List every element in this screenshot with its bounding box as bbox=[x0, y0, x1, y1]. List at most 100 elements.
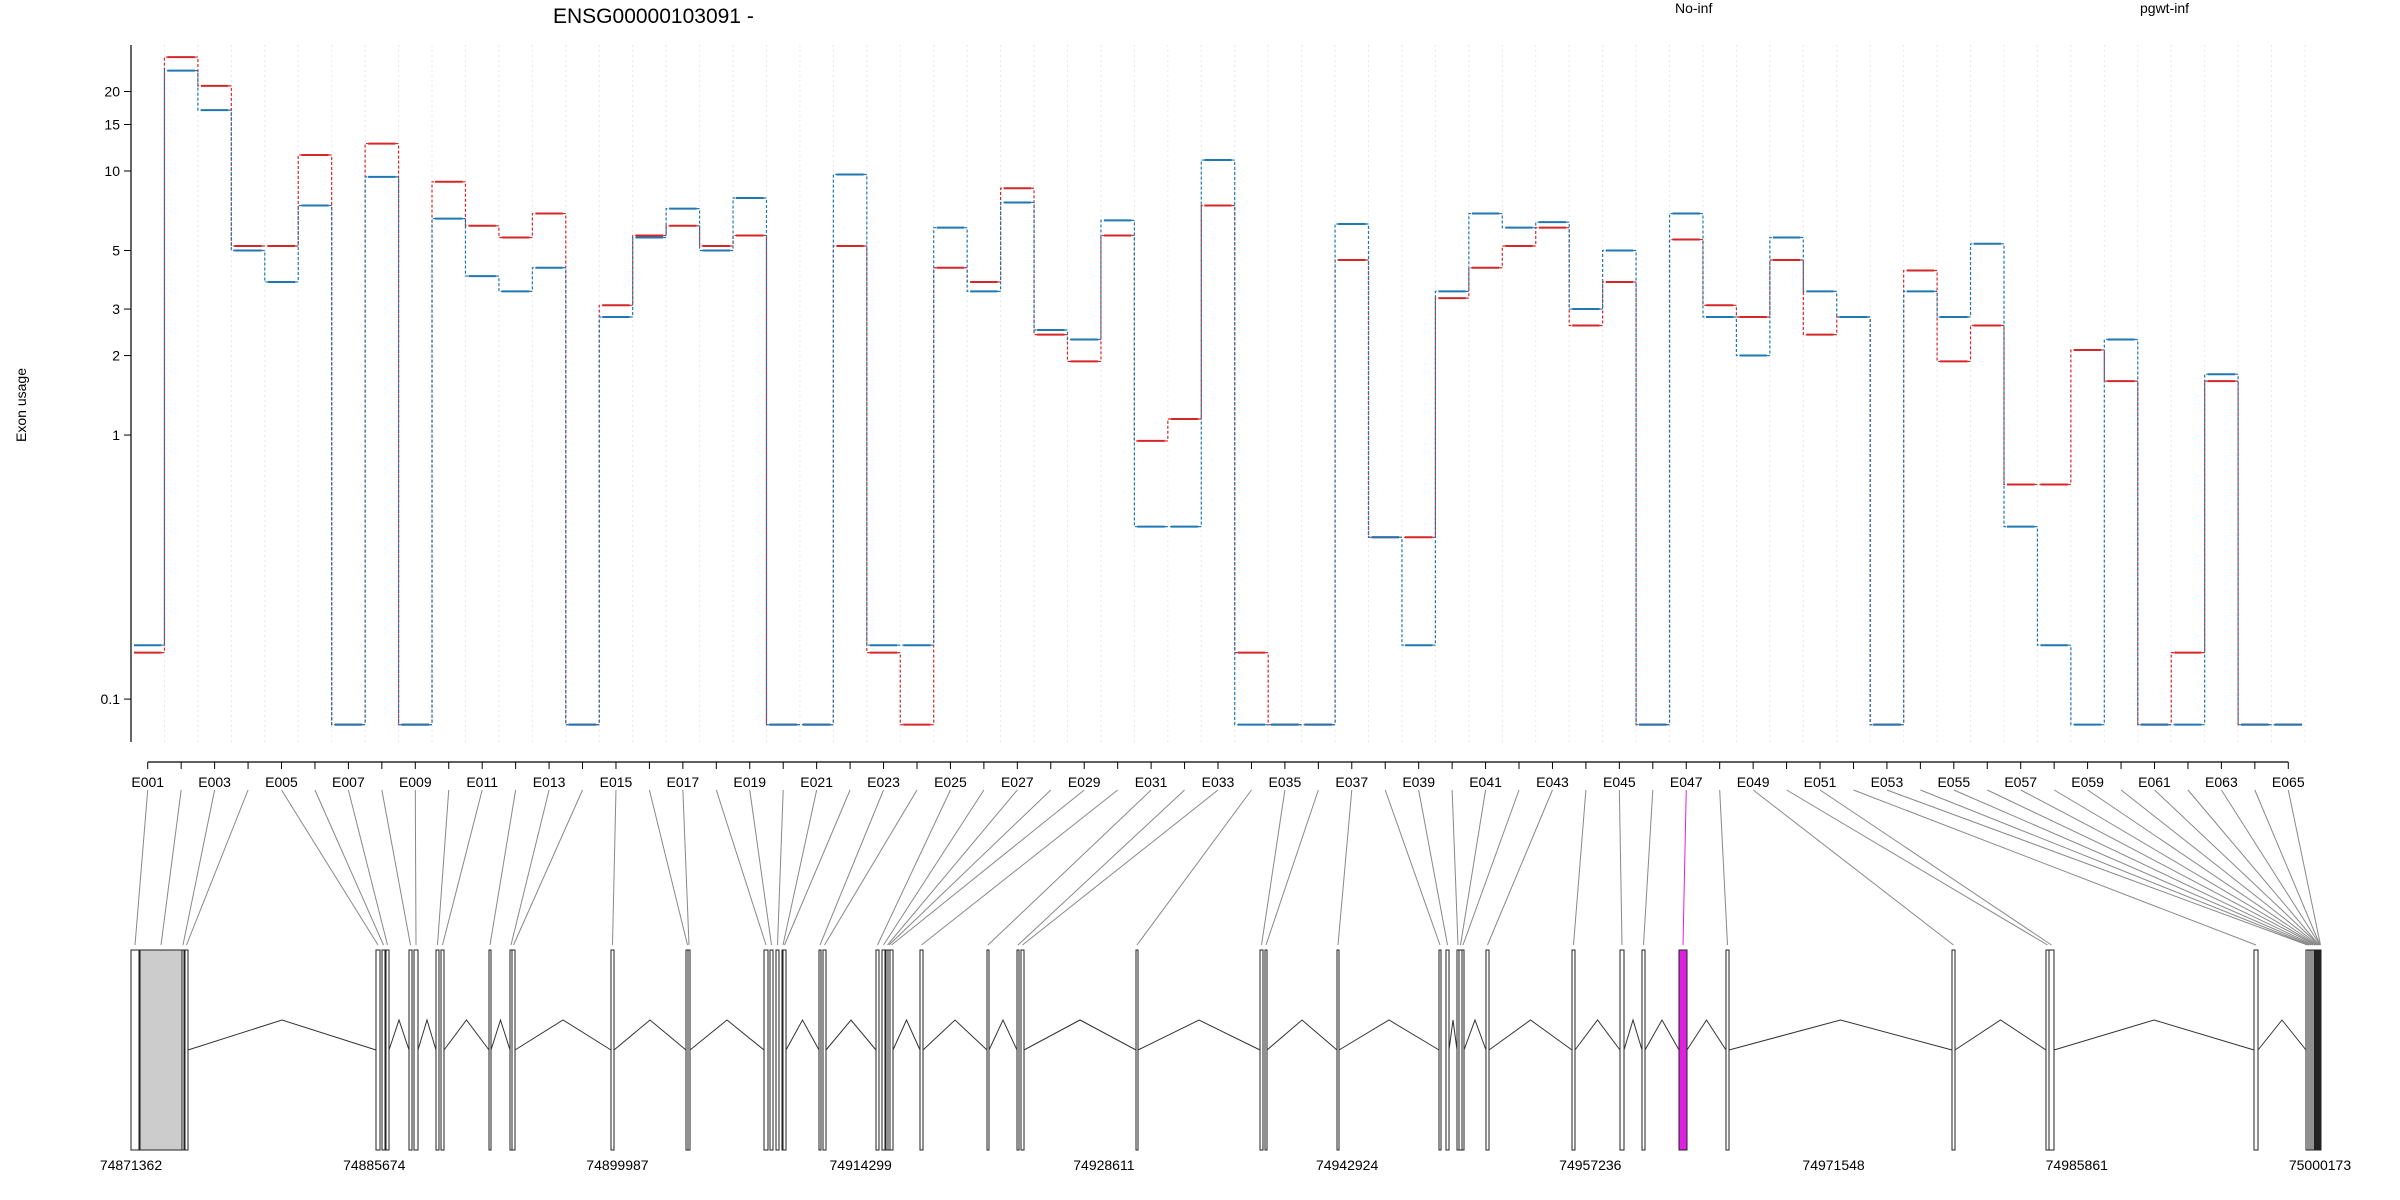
y-axis-label: Exon usage bbox=[13, 368, 29, 442]
exon-connector bbox=[442, 789, 483, 946]
exon-block bbox=[822, 949, 827, 1151]
step-connector bbox=[1967, 324, 1974, 363]
step-connector bbox=[2067, 349, 2074, 486]
intron-line bbox=[187, 1019, 377, 1051]
x-tick-label: E037 bbox=[1335, 774, 1368, 790]
exon-connector bbox=[381, 789, 411, 946]
exon-block bbox=[1445, 949, 1450, 1151]
step-connector bbox=[328, 204, 335, 726]
intron-line bbox=[1463, 1018, 1487, 1051]
x-tick-label: E025 bbox=[934, 774, 967, 790]
exon-grid bbox=[130, 45, 2306, 742]
exon-connector bbox=[784, 789, 851, 946]
exon-block bbox=[413, 949, 419, 1151]
exon-connector bbox=[1643, 789, 1654, 946]
intron-line bbox=[388, 1018, 410, 1051]
exon-block bbox=[488, 949, 492, 1151]
exon-connector bbox=[883, 789, 985, 946]
exon-connector bbox=[682, 789, 690, 946]
x-tick-label: E053 bbox=[1871, 774, 1904, 790]
x-tick-label: E051 bbox=[1804, 774, 1837, 790]
step-connector bbox=[194, 56, 201, 87]
axes: 0.1 1 2 3 5 10 15 20 bbox=[101, 45, 132, 742]
step-connector bbox=[1532, 221, 1539, 229]
exon-block bbox=[1619, 949, 1625, 1151]
x-tick-label: E045 bbox=[1603, 774, 1636, 790]
step-connector bbox=[2235, 380, 2242, 726]
step-connector bbox=[1833, 290, 1840, 318]
step-connector bbox=[1633, 281, 1640, 726]
step-connector bbox=[1934, 269, 1941, 363]
intron-line bbox=[1488, 1019, 1573, 1051]
x-tick-label: E029 bbox=[1068, 774, 1101, 790]
y-tick-label: 20 bbox=[104, 83, 120, 99]
step-connector bbox=[1633, 249, 1640, 726]
step-connector bbox=[1131, 219, 1138, 528]
exon-connector bbox=[2287, 789, 2321, 946]
step-connector bbox=[663, 225, 670, 237]
step-connector bbox=[295, 154, 302, 247]
step-connector bbox=[1332, 223, 1339, 726]
series-pgwt-inf bbox=[134, 69, 2302, 726]
exon-block bbox=[1264, 949, 1268, 1151]
exon-connector bbox=[160, 789, 182, 946]
exon-connector bbox=[1573, 789, 1587, 946]
x-tick-label: E049 bbox=[1737, 774, 1770, 790]
exon-block bbox=[782, 949, 787, 1151]
exon-connector bbox=[1886, 789, 2308, 946]
step-connector bbox=[462, 181, 469, 227]
x-tick-label: E023 bbox=[867, 774, 900, 790]
exon-block bbox=[775, 949, 780, 1151]
step-connector bbox=[1833, 316, 1840, 336]
exon-block bbox=[2319, 949, 2322, 1151]
exon-connector bbox=[1682, 789, 1687, 946]
exon-connector bbox=[887, 789, 1018, 946]
intron-line bbox=[785, 1018, 820, 1051]
exon-connector bbox=[987, 789, 1152, 946]
x-tick-label: E005 bbox=[265, 774, 298, 790]
y-tick-label: 10 bbox=[104, 163, 120, 179]
exon-connector bbox=[1853, 789, 2257, 946]
intron-line bbox=[2053, 1019, 2255, 1051]
exon-connector bbox=[715, 789, 767, 946]
exon-connector bbox=[1487, 789, 1553, 946]
exon-connector bbox=[921, 789, 1118, 946]
step-connector bbox=[1465, 267, 1472, 299]
exon-connector bbox=[489, 789, 517, 946]
intron-line bbox=[613, 1019, 687, 1051]
intron-line bbox=[825, 1019, 877, 1051]
step-connector bbox=[1031, 201, 1038, 331]
exon-connector bbox=[2220, 789, 2321, 946]
exon-connector bbox=[1384, 789, 1441, 946]
step-connector bbox=[1699, 212, 1706, 318]
exon-block bbox=[986, 949, 990, 1151]
exon-block bbox=[818, 949, 822, 1151]
exon-connector bbox=[2187, 789, 2320, 946]
step-connector bbox=[194, 69, 201, 111]
genomic-coordinate-label: 75000173 bbox=[2289, 1157, 2352, 1173]
step-connector bbox=[1532, 227, 1539, 247]
step-connector bbox=[1967, 243, 1974, 318]
step-connector bbox=[1365, 223, 1372, 538]
step-connector bbox=[2201, 373, 2208, 726]
x-tick-label: E061 bbox=[2138, 774, 2171, 790]
x-tick-label: E019 bbox=[733, 774, 766, 790]
step-connector bbox=[830, 173, 837, 726]
step-connector bbox=[696, 225, 703, 247]
exon-connector-lines bbox=[134, 789, 2321, 946]
intron-line bbox=[2257, 1019, 2307, 1051]
y-tick-label: 1 bbox=[112, 427, 120, 443]
genomic-coordinate-label: 74942924 bbox=[1316, 1157, 1379, 1173]
step-connector bbox=[1064, 329, 1071, 341]
exon-connector bbox=[1261, 789, 1286, 946]
x-tick-label: E011 bbox=[466, 774, 498, 790]
exon-block bbox=[130, 949, 140, 1151]
y-tick-label: 3 bbox=[112, 301, 120, 317]
exon-block bbox=[1259, 949, 1264, 1151]
exon-block bbox=[511, 949, 516, 1151]
exon-connector bbox=[186, 789, 249, 946]
exon-block bbox=[435, 949, 440, 1151]
step-connector bbox=[629, 236, 636, 318]
exon-block bbox=[440, 949, 445, 1151]
